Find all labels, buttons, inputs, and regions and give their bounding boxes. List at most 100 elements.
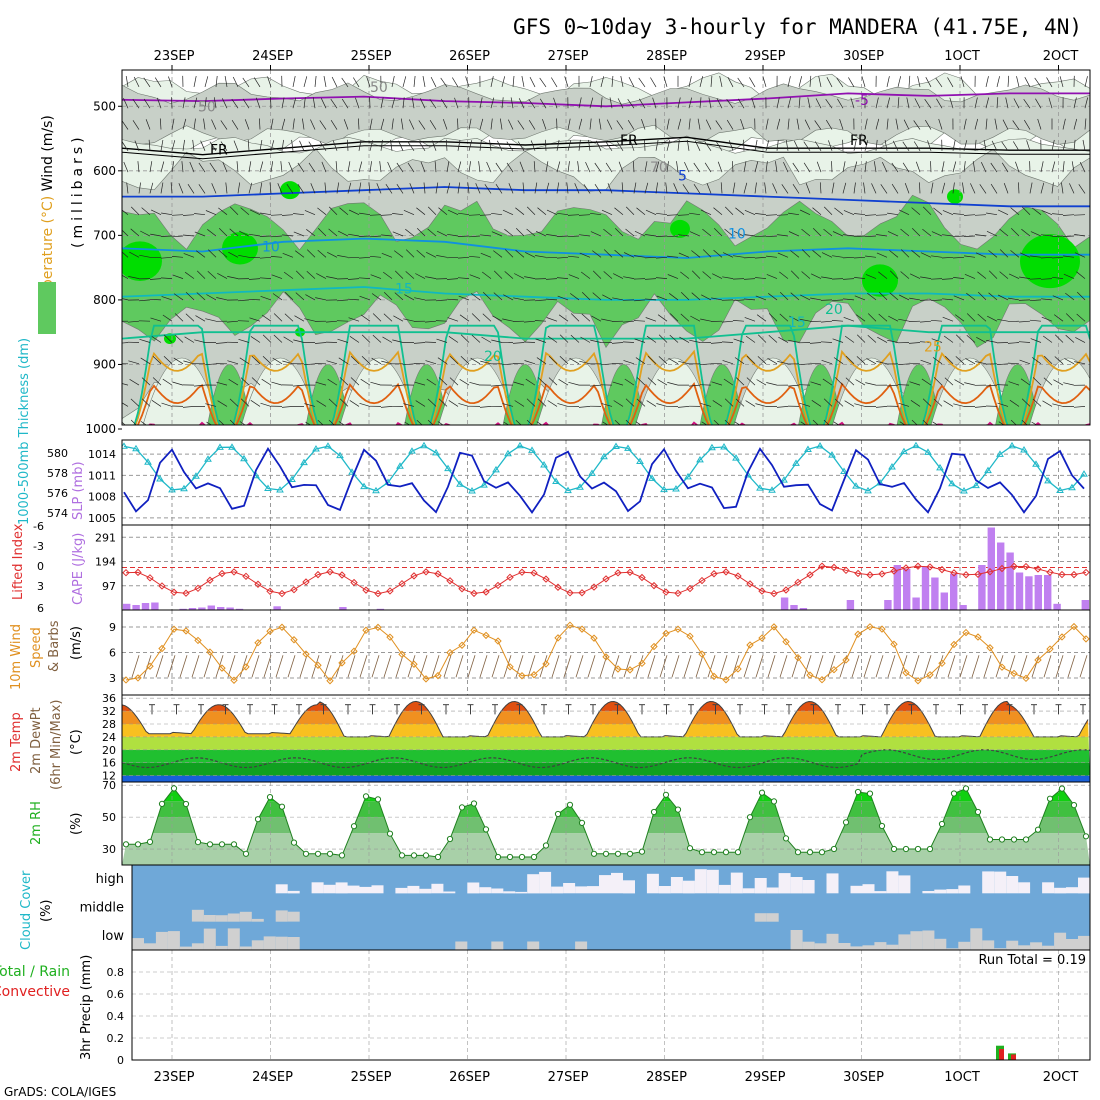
rh-marker — [266, 794, 274, 801]
thickness-marker — [300, 458, 308, 466]
wind-barb — [1069, 183, 1075, 194]
cloud-low — [275, 936, 288, 950]
li-marker — [302, 578, 310, 586]
wind-barb — [776, 214, 789, 216]
isotherm--5 — [122, 92, 1090, 108]
wind-barb — [171, 97, 173, 109]
wind-barb — [493, 292, 503, 301]
li-marker — [854, 569, 862, 578]
thickness-marker — [264, 484, 272, 492]
wind-barb — [395, 655, 404, 678]
wind-barb — [1032, 207, 1042, 215]
wind-barb — [1023, 98, 1031, 109]
wind-barb — [911, 250, 921, 258]
date-label-bottom: 26SEP — [449, 1070, 490, 1085]
wind-barb — [705, 119, 712, 130]
wind-tick-label: 9 — [109, 621, 116, 634]
wind-barb — [260, 402, 272, 407]
wind-barb — [403, 403, 415, 407]
wind-barb — [743, 256, 756, 259]
wind-barb — [503, 294, 514, 301]
wind-barb — [179, 655, 188, 678]
wind-barb — [525, 378, 536, 386]
wind-marker — [542, 660, 550, 668]
cape-bar — [921, 566, 930, 610]
wind-barb — [881, 161, 888, 173]
wind-barb — [983, 139, 987, 151]
wind-barb — [526, 398, 536, 407]
cloud-low — [263, 936, 276, 950]
wind-barb — [337, 255, 349, 258]
wind-barb — [1074, 234, 1086, 237]
wind-barb — [656, 403, 668, 407]
wind-barb — [437, 357, 448, 365]
wind-barb — [580, 336, 591, 343]
wind-barb — [803, 141, 811, 152]
wind-barb — [130, 419, 137, 425]
li-marker — [470, 589, 478, 598]
wind-barb — [728, 140, 734, 151]
rh-ylabel: 2m RH — [29, 801, 44, 845]
wind-barb — [865, 382, 877, 386]
li-marker — [818, 562, 826, 570]
wind-barb — [876, 361, 888, 365]
wind-barb — [931, 338, 943, 343]
wind-barb — [997, 402, 1009, 407]
wind-barb — [1042, 400, 1053, 407]
thickness-ylabel: 1000-500mb Thickness (dm) — [17, 338, 32, 525]
wind-barb — [366, 76, 371, 88]
wind-marker — [386, 633, 394, 641]
rh-marker — [854, 788, 862, 796]
wind-barb — [616, 141, 624, 151]
wind-barb — [427, 419, 434, 425]
isotherm-label: 5 — [678, 169, 687, 185]
wind-barb — [913, 120, 921, 130]
wind-barb — [269, 182, 272, 194]
cloud-high — [694, 869, 707, 894]
wind-barb — [299, 655, 308, 678]
cloud-high — [994, 871, 1007, 894]
li-marker — [926, 563, 934, 571]
wind-barb — [812, 250, 822, 258]
rh-marker — [398, 852, 406, 859]
cloud-high — [1066, 887, 1078, 894]
wind-barb — [405, 271, 415, 279]
wind-barb — [592, 250, 602, 258]
wind-barb — [567, 235, 580, 238]
wind-barb — [913, 141, 921, 151]
slp-tick-label: 1008 — [88, 491, 116, 504]
wind-barb — [812, 227, 822, 237]
li-marker — [662, 588, 670, 596]
wind-barb — [338, 357, 349, 365]
wind-barb — [361, 356, 371, 365]
wind-barb — [680, 291, 690, 301]
wind-barb — [579, 234, 591, 237]
wind-barb — [1032, 377, 1042, 386]
thickness-marker — [648, 474, 656, 481]
wind-barb — [471, 313, 481, 322]
wind-barb — [425, 360, 437, 365]
rh-marker — [458, 804, 466, 811]
wind-barb — [624, 378, 635, 386]
cloud-low — [203, 928, 216, 950]
wind-marker — [950, 640, 958, 649]
wind-barb — [779, 271, 789, 279]
wind-barb — [851, 655, 860, 678]
wind-barb — [447, 317, 459, 322]
isotherm-label: -5 — [855, 93, 869, 109]
wind-barb — [317, 207, 327, 215]
wind-barb — [368, 182, 371, 194]
wind-barb — [947, 77, 954, 88]
wind-barb — [612, 381, 624, 386]
wind-barb — [480, 252, 492, 258]
wind-barb — [151, 400, 162, 407]
wind-barb — [1059, 76, 1064, 88]
li-marker — [350, 578, 358, 587]
wind-barb — [1041, 210, 1053, 216]
date-label-bottom: 1OCT — [944, 1070, 980, 1085]
wind-barb — [130, 206, 140, 215]
wind-barb — [963, 140, 968, 151]
wind-barb — [633, 299, 646, 302]
cape-bar — [1015, 572, 1024, 610]
wind-barb — [427, 206, 437, 215]
